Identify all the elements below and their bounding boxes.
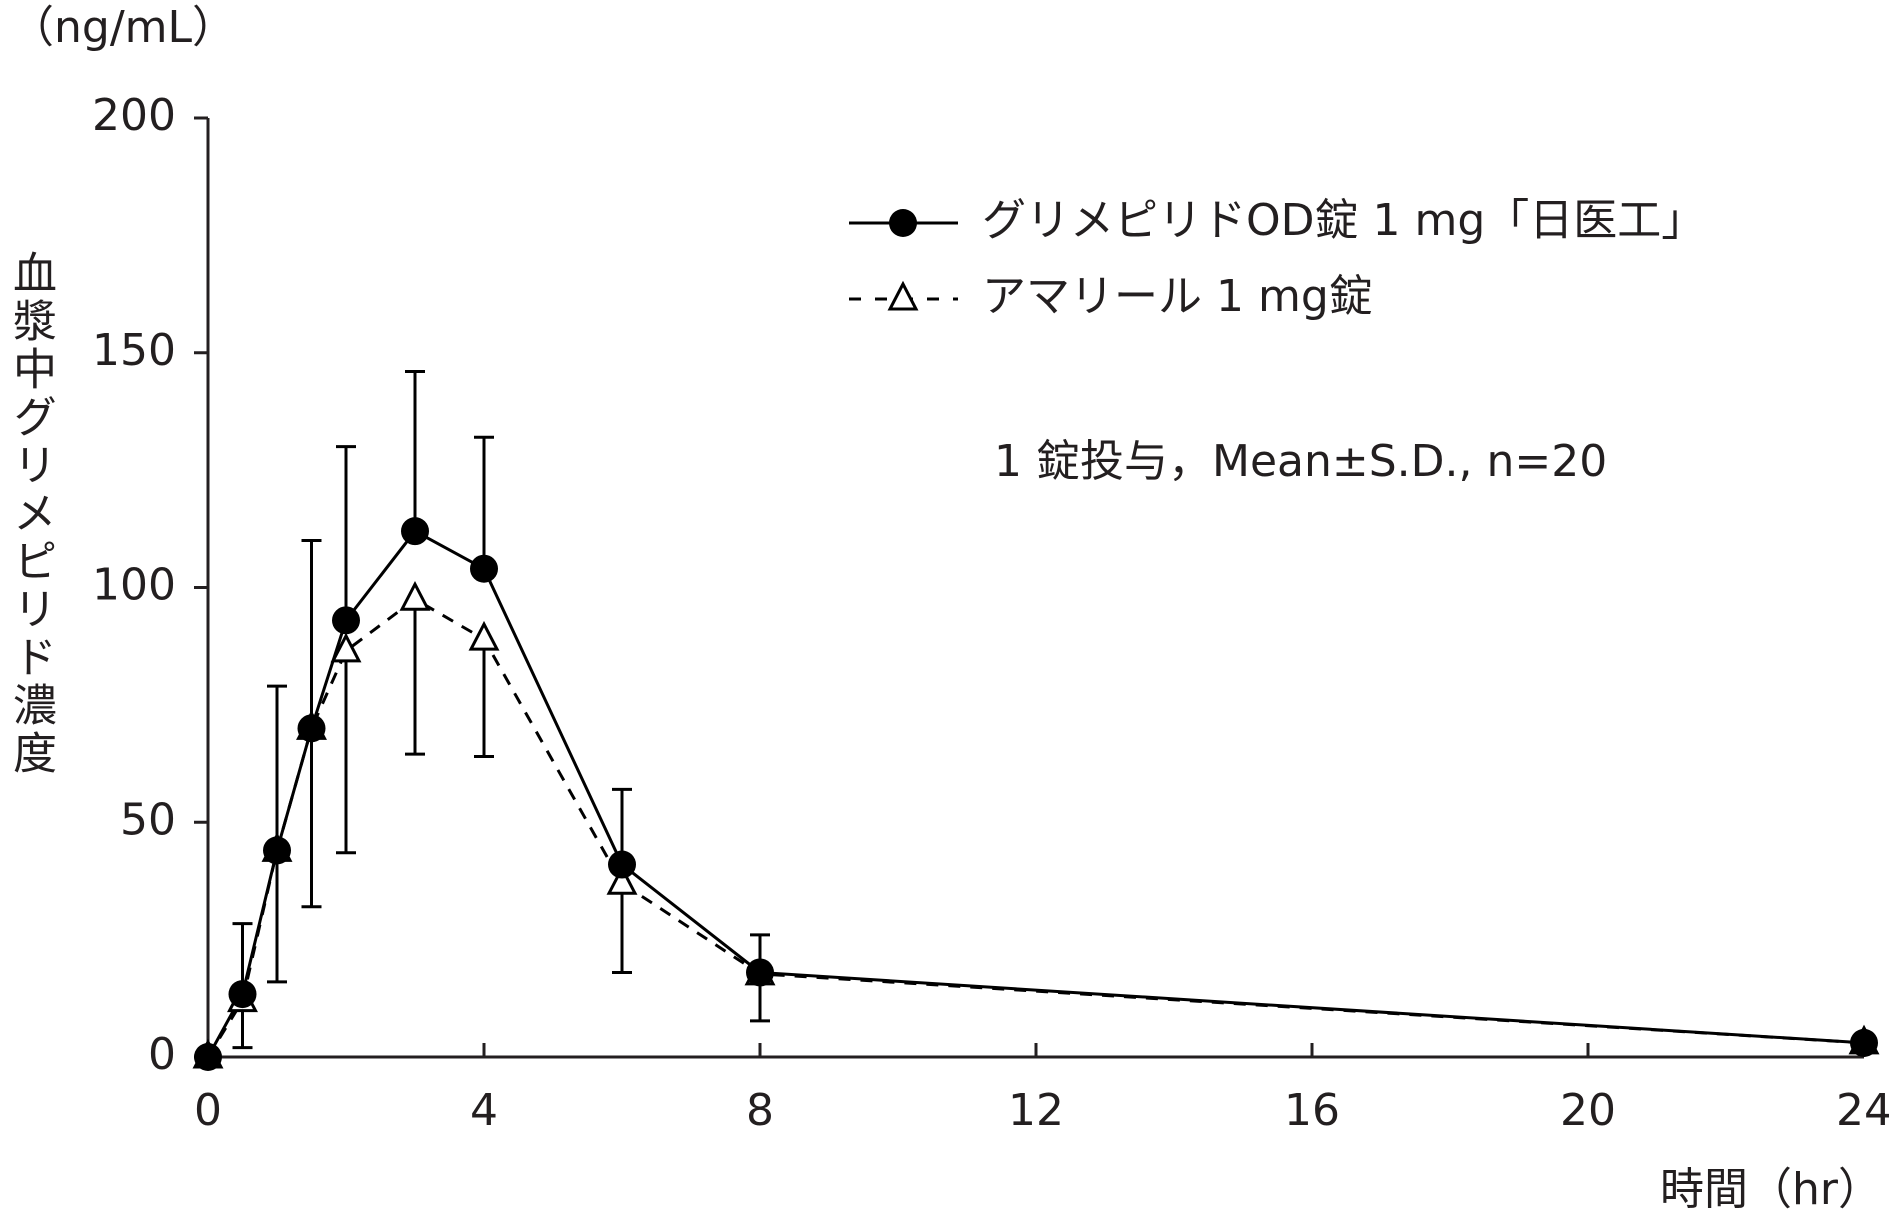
point (194, 1043, 222, 1071)
y-tick-label: 0 (148, 1029, 176, 1080)
point (399, 580, 431, 611)
y-tick-label: 150 (92, 325, 176, 376)
point (332, 606, 360, 635)
x-tick-label: 12 (1008, 1085, 1064, 1136)
x-tick-label: 0 (194, 1085, 222, 1136)
legend-label: アマリール 1 mg錠 (982, 271, 1373, 322)
point (746, 958, 774, 987)
x-tick-label: 24 (1836, 1085, 1889, 1136)
point (606, 865, 638, 895)
x-axis-label: 時間（hr） (1660, 1164, 1882, 1215)
point (263, 836, 291, 865)
x-tick-label: 4 (470, 1085, 498, 1136)
annotation: 1 錠投与，Mean±S.D., n=20 (994, 436, 1607, 487)
y-tick-label: 100 (92, 560, 176, 611)
series-line (206, 597, 1865, 1058)
point (228, 980, 257, 1009)
point (608, 850, 636, 879)
legend-marker (889, 209, 917, 237)
point (470, 554, 498, 583)
y-tick-label: 200 (92, 90, 176, 141)
point (401, 517, 429, 546)
x-tick-label: 16 (1284, 1085, 1340, 1136)
point (468, 620, 500, 651)
point (330, 632, 362, 663)
legend-label: グリメピリドOD錠 1 mg「日医工」 (982, 195, 1705, 246)
point (297, 714, 326, 743)
y-unit: （ng/mL） (10, 2, 236, 53)
legend-marker (887, 280, 919, 311)
y-tick-label: 50 (120, 794, 176, 845)
series-line (206, 529, 1865, 1058)
x-tick-label: 20 (1560, 1085, 1616, 1136)
y-axis-label: 血漿中グリメピリド濃度 (5, 250, 56, 778)
point (1850, 1028, 1878, 1057)
x-tick-label: 8 (746, 1085, 774, 1136)
